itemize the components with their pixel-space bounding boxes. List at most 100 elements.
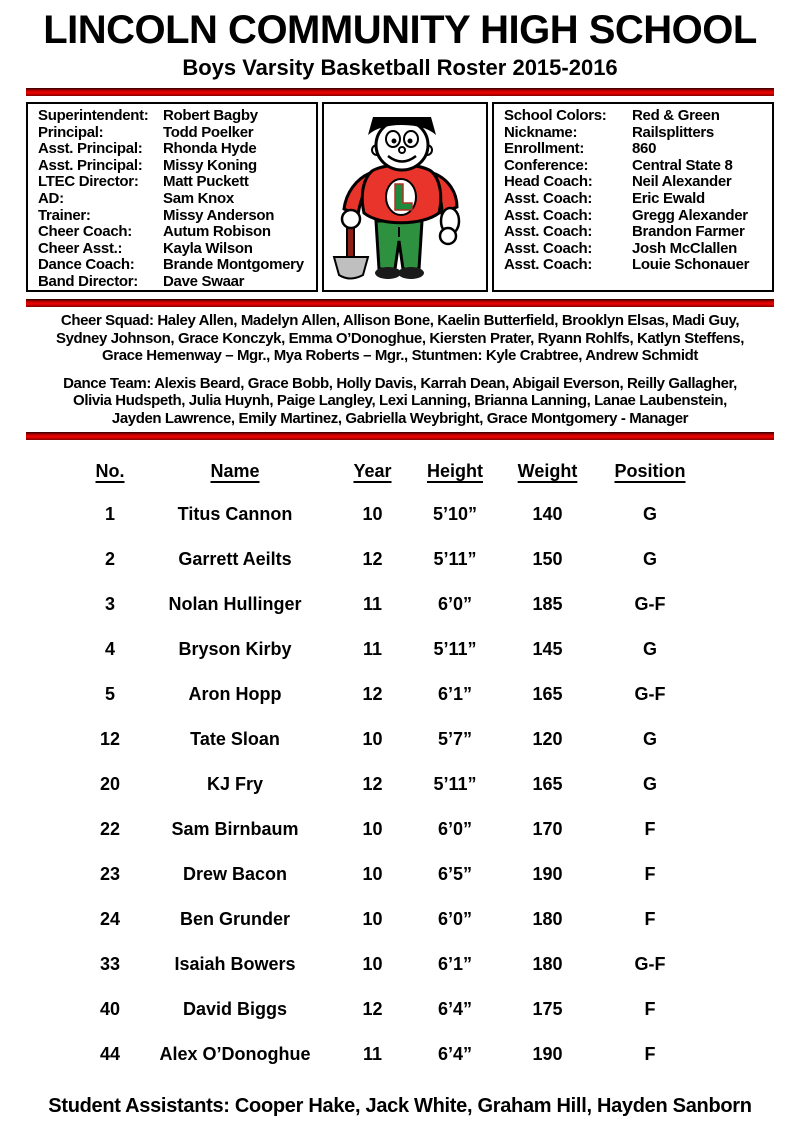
player-no: 5 [104,684,115,704]
staff-info-box: Superintendent: Robert Bagby Principal: Tod… [26,102,318,292]
staff-row: Asst. Principal: Missy Koning [38,156,312,175]
player-position: G-F [634,594,666,614]
player-name: Alex O’Donoghue [159,1044,311,1064]
player-weight: 150 [532,549,563,569]
roster-player-row: 20 KJ Fry 12 5’11” 165 G [85,762,705,807]
player-height: 5’11” [433,549,477,569]
player-name: Drew Bacon [182,864,288,884]
staff-row-label: Band Director: [38,272,138,290]
staff-row-value: Todd Poelker [163,123,254,141]
school-row: Asst. Coach: Gregg Alexander [504,206,768,225]
player-weight: 165 [532,684,563,704]
player-name: Nolan Hullinger [168,594,302,614]
school-row-value: Brandon Farmer [632,223,745,241]
player-position: F [644,1044,656,1064]
staff-row-label: Principal: [38,123,104,141]
staff-row-value: Missy Koning [163,156,257,174]
player-year: 10 [362,909,383,929]
staff-row-label: Trainer: [38,206,91,224]
player-no: 4 [104,639,115,659]
mascot-box [322,102,488,292]
staff-row-value: Robert Bagby [163,107,258,124]
player-position: G [642,504,657,524]
player-position: F [644,999,656,1019]
staff-row: Cheer Asst.: Kayla Wilson [38,239,312,258]
staff-row-value: Rhonda Hyde [163,140,257,158]
school-row-value: 860 [632,140,657,158]
school-info-box: School Colors: Red & Green Nickname: Railsp… [492,102,774,292]
school-row-label: Asst. Coach: [504,239,593,257]
player-no: 1 [104,504,115,524]
dance-team-text: Dance Team: Alexis Beard, Grace Bobb, Ho… [0,375,800,428]
player-height: 6’4” [437,1044,473,1064]
roster-column-header-no: No. [95,460,125,481]
staff-row: Trainer: Missy Anderson [38,206,312,225]
school-row-label: Asst. Coach: [504,223,593,241]
player-position: F [644,819,656,839]
player-name: Bryson Kirby [178,639,292,659]
staff-row: Band Director: Dave Swaar [38,272,312,291]
player-position: F [644,864,656,884]
school-row: Asst. Coach: Brandon Farmer [504,224,768,241]
staff-row: AD: Sam Knox [38,190,312,208]
staff-row-value: Matt Puckett [163,173,249,191]
player-no: 40 [99,999,121,1019]
player-weight: 145 [532,639,563,659]
player-weight: 165 [532,774,563,794]
roster-player-row: 22 Sam Birnbaum 10 6’0” 170 F [85,807,705,852]
player-weight: 190 [532,1044,563,1064]
roster-player-row: 44 Alex O’Donoghue 11 6’4” 190 F [85,1032,705,1077]
staff-row-label: Cheer Asst.: [38,239,123,257]
player-position: G-F [634,684,666,704]
staff-row-label: Asst. Principal: [38,140,143,158]
player-year: 10 [362,729,383,749]
roster-player-row: 40 David Biggs 12 6’4” 175 F [85,987,705,1032]
staff-row-value: Autum Robison [163,223,271,241]
school-row: Asst. Coach: Josh McClallen [504,239,768,258]
info-section: Superintendent: Robert Bagby Principal: Tod… [26,102,774,292]
player-name: KJ Fry [206,774,264,794]
player-weight: 180 [532,954,563,974]
player-year: 11 [362,594,383,614]
school-row-label: Conference: [504,156,589,174]
player-year: 12 [362,549,383,569]
player-position: F [644,909,656,929]
player-name: Tate Sloan [190,729,280,749]
player-height: 6’1” [437,684,473,704]
school-row-label: Asst. Coach: [504,256,593,274]
school-row-label: School Colors: [504,107,607,124]
staff-row-label: Dance Coach: [38,256,135,274]
player-year: 12 [362,684,383,704]
player-no: 2 [104,549,115,569]
staff-row-label: LTEC Director: [38,173,139,191]
player-year: 11 [362,1044,383,1064]
staff-row: LTEC Director: Matt Puckett [38,174,312,191]
staff-row: Principal: Todd Poelker [38,123,312,142]
player-year: 10 [362,819,383,839]
player-position: G-F [634,954,666,974]
roster-column-header-name: Name [210,460,260,481]
roster-column-header-year: Year [353,460,392,481]
school-row-value: Central State 8 [632,156,733,174]
player-weight: 190 [532,864,563,884]
player-name: Isaiah Bowers [174,954,296,974]
player-year: 10 [362,504,383,524]
staff-row-value: Missy Anderson [163,206,275,224]
player-height: 6’5” [437,864,473,884]
player-year: 10 [362,864,383,884]
dance-team-line: Jayden Lawrence, Emily Martinez, Gabriel… [111,409,689,427]
player-height: 5’11” [433,774,477,794]
dance-team-line: Olivia Hudspeth, Julia Huynh, Paige Lang… [73,392,727,409]
player-weight: 120 [532,729,563,749]
school-row-label: Enrollment: [504,140,585,158]
roster-player-row: 24 Ben Grunder 10 6’0” 180 F [85,897,705,942]
school-row-label: Asst. Coach: [504,206,593,224]
player-no: 24 [99,909,121,929]
player-year: 12 [362,774,383,794]
player-height: 5’11” [433,639,477,659]
player-weight: 140 [532,504,563,524]
roster-player-row: 12 Tate Sloan 10 5’7” 120 G [85,717,705,762]
player-name: David Biggs [182,999,288,1019]
divider-bar-top [26,88,774,96]
staff-row-value: Kayla Wilson [163,239,253,257]
